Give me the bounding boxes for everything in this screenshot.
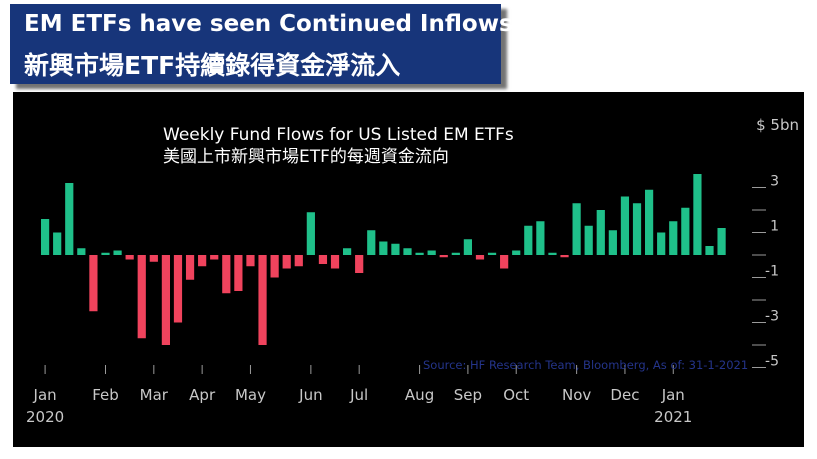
bar <box>584 225 593 255</box>
x-year-label: 2021 <box>654 408 692 426</box>
bar <box>536 221 545 255</box>
x-tick-label: Jul <box>349 386 368 404</box>
bar <box>632 203 642 255</box>
y-tick-label: -1 <box>765 264 779 280</box>
bar <box>246 255 255 267</box>
bar <box>500 255 509 269</box>
bar <box>234 255 243 291</box>
y-tick-label: -3 <box>765 309 779 325</box>
bar <box>717 228 726 255</box>
bar <box>53 232 62 255</box>
bar <box>463 239 472 255</box>
bar <box>572 203 581 255</box>
bar <box>198 255 207 267</box>
bar <box>487 252 497 255</box>
y-tick-label: 3 <box>770 174 779 190</box>
bar <box>270 255 279 278</box>
chart-subtitle: 美國上市新興市場ETF的每週資金流向 <box>163 147 449 167</box>
x-tick-label: Jan <box>661 386 685 404</box>
bar <box>415 252 424 255</box>
bar <box>403 248 412 255</box>
bar <box>41 219 50 255</box>
bar <box>149 255 158 262</box>
bar <box>475 255 485 260</box>
fund-flow-bar-chart: -5 -3 -1 1 3 $ 5bn Jan 2020 Feb Mar Apr May Jun Jul Au… <box>26 116 799 426</box>
bar <box>367 230 376 255</box>
x-tick-label: Feb <box>92 386 119 404</box>
bar <box>318 255 328 264</box>
bar <box>355 255 364 273</box>
x-tick-label: Jun <box>298 386 322 404</box>
bar <box>306 212 315 255</box>
bar <box>294 255 303 267</box>
bar <box>427 250 436 255</box>
x-tick-label: Nov <box>562 386 591 404</box>
bar <box>161 255 170 345</box>
bar <box>512 250 521 255</box>
bar <box>101 252 110 255</box>
bar <box>258 255 267 345</box>
bar <box>608 230 617 255</box>
bar <box>548 252 557 255</box>
bar <box>705 246 714 255</box>
bar <box>173 255 183 323</box>
bar <box>620 196 630 255</box>
bar <box>89 255 98 312</box>
bar <box>210 255 219 260</box>
chart-panel: Weekly Fund Flows for US Listed EM ETFs … <box>13 92 804 447</box>
x-tick-label: Mar <box>140 386 169 404</box>
bar <box>185 255 195 280</box>
bar <box>451 252 460 255</box>
y-unit-label: $ 5bn <box>756 116 799 134</box>
x-tick-label: Dec <box>610 386 639 404</box>
chart-title-block: Weekly Fund Flows for US Listed EM ETFs … <box>163 124 514 168</box>
x-tick-label: Jan <box>33 386 57 404</box>
source-note: Source: HF Research Team, Bloomberg, As … <box>423 358 749 372</box>
bar <box>560 255 569 258</box>
bar <box>343 248 352 255</box>
bar <box>439 255 448 258</box>
bar <box>222 255 231 294</box>
y-tick-label: -5 <box>765 354 779 370</box>
bar <box>282 255 291 269</box>
title-banner: EM ETFs have seen Continued Inflows 新興市場… <box>10 4 513 84</box>
x-tick-label: Sep <box>454 386 482 404</box>
bar <box>77 248 86 255</box>
bar <box>113 250 122 255</box>
bar <box>330 255 340 269</box>
bar <box>137 255 146 339</box>
y-tick-label: 1 <box>770 219 779 235</box>
title-english: EM ETFs have seen Continued Inflows <box>24 11 513 37</box>
bar <box>693 174 702 255</box>
x-tick-label: Oct <box>503 386 529 404</box>
bar <box>681 207 690 255</box>
bar <box>645 189 654 255</box>
bar <box>125 255 134 260</box>
bar <box>669 221 678 255</box>
bar <box>657 232 666 255</box>
bar <box>65 183 74 255</box>
bar <box>524 225 533 255</box>
bar <box>391 243 400 255</box>
x-tick-label: May <box>235 386 266 404</box>
x-year-label: 2020 <box>26 408 64 426</box>
x-tick-label: Apr <box>189 386 216 404</box>
bar <box>379 241 388 255</box>
x-tick-label: Aug <box>405 386 434 404</box>
title-chinese: 新興市場ETF持續錄得資金淨流入 <box>24 51 401 80</box>
chart-title: Weekly Fund Flows for US Listed EM ETFs <box>163 125 514 145</box>
bar <box>596 210 605 255</box>
